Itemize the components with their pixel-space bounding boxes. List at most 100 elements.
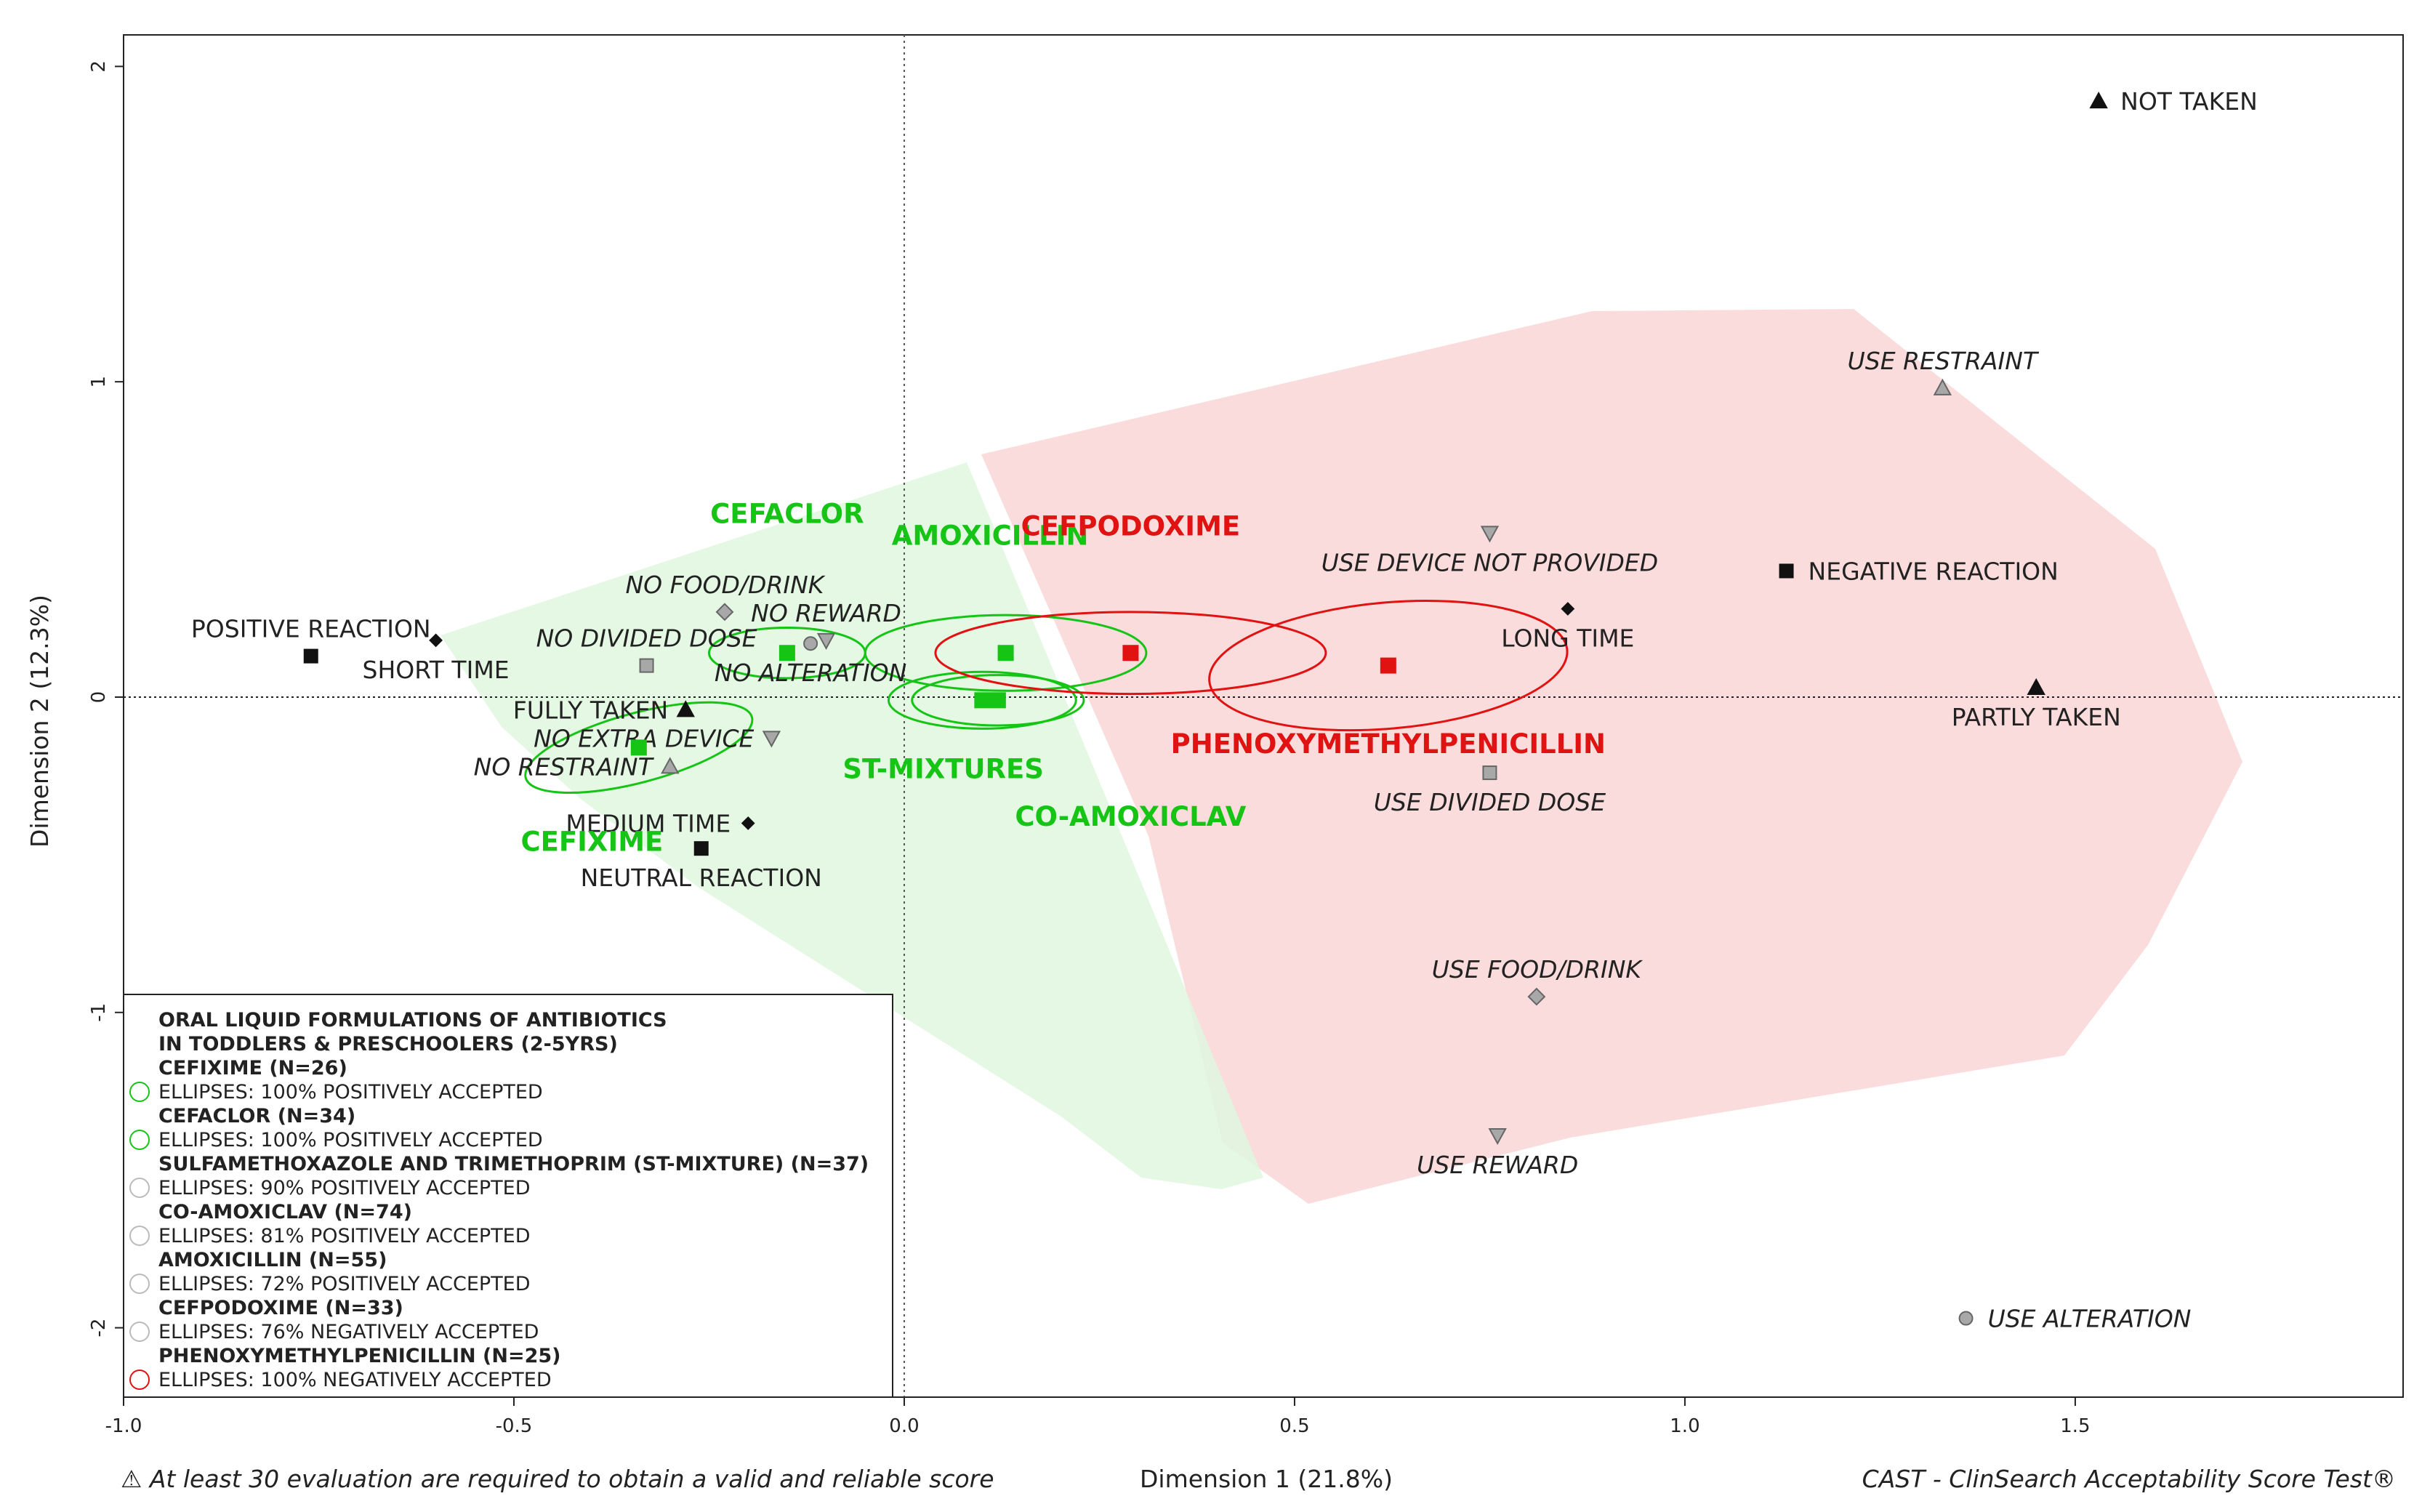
- x-tick-label: 0.0: [889, 1415, 919, 1437]
- category-marker: [661, 757, 680, 774]
- legend-entry-desc: ELLIPSES: 100% NEGATIVELY ACCEPTED: [158, 1369, 552, 1391]
- legend-ellipse-icon: [129, 1370, 150, 1390]
- medicine-ellipse: [524, 701, 754, 795]
- medicine-ellipse: [934, 611, 1327, 696]
- medicine-marker: [1122, 645, 1139, 662]
- category-marker: [303, 648, 318, 664]
- category-marker: [676, 700, 695, 717]
- negative-acceptance-region: [981, 309, 2242, 1204]
- medicine-ellipse: [1208, 600, 1569, 732]
- legend-ellipse-icon: [129, 1130, 150, 1150]
- medicine-points: CEFIXIME CEFACLOR ST-MIXTURES CO-AMOXICLAV A…: [520, 498, 1606, 857]
- category-label: NO DIVIDED DOSE: [536, 624, 757, 653]
- category-marker: [429, 633, 443, 648]
- category-marker: [2027, 677, 2045, 695]
- category-marker: [1527, 987, 1546, 1006]
- legend-title: ORAL LIQUID FORMULATIONS OF ANTIBIOTICS: [158, 1009, 667, 1032]
- plot-frame: [123, 34, 2404, 1398]
- medicine-ellipses: [524, 600, 1569, 795]
- category-label: LONG TIME: [1501, 624, 1634, 653]
- legend-entry-name: CO-AMOXICLAV (N=74): [158, 1201, 412, 1223]
- medicine-label: PHENOXYMETHYLPENICILLIN: [1171, 728, 1606, 760]
- category-marker: [1779, 563, 1794, 579]
- category-marker: [1561, 602, 1575, 616]
- x-tick-label: -0.5: [496, 1415, 533, 1437]
- cast-footnote: CAST - ClinSearch Acceptability Score Te…: [1862, 1465, 2396, 1493]
- category-label: USE ALTERATION: [1988, 1305, 2192, 1333]
- legend-entry-desc: ELLIPSES: 100% POSITIVELY ACCEPTED: [158, 1081, 543, 1103]
- legend-box: [123, 994, 893, 1398]
- category-label: USE RESTRAINT: [1848, 347, 2040, 375]
- category-marker: [693, 841, 709, 856]
- legend-ellipse-icon: [129, 1082, 150, 1102]
- medicine-label: CEFACLOR: [710, 498, 864, 529]
- medicine-label: CEFIXIME: [520, 827, 663, 858]
- y-tick-label: 2: [88, 60, 110, 73]
- legend-ellipse-icon: [129, 1226, 150, 1246]
- medicine-marker: [989, 692, 1006, 709]
- category-marker: [741, 816, 755, 830]
- legend-ellipse-icon: [129, 1322, 150, 1342]
- legend-ellipse-icon: [129, 1178, 150, 1198]
- medicine-label: ST-MIXTURES: [842, 754, 1044, 785]
- medicine-ellipse: [864, 614, 1148, 692]
- medicine-marker: [630, 739, 647, 756]
- legend-ellipse-icon: [129, 1274, 150, 1294]
- legend: ORAL LIQUID FORMULATIONS OF ANTIBIOTICSI…: [123, 994, 893, 1398]
- category-label: NOT TAKEN: [2120, 87, 2258, 116]
- medicine-marker: [1380, 657, 1396, 674]
- category-marker: [639, 658, 654, 673]
- category-label: USE FOOD/DRINK: [1432, 955, 1644, 984]
- category-marker: [762, 731, 781, 748]
- category-marker: [816, 632, 836, 650]
- category-label: FULLY TAKEN: [513, 696, 669, 724]
- y-tick-label: 1: [88, 376, 110, 388]
- category-marker: [803, 636, 818, 651]
- y-tick-label: -1: [88, 1003, 110, 1022]
- category-marker: [2089, 92, 2108, 109]
- medicine-ellipse: [887, 670, 1077, 730]
- acceptability-regions: [440, 309, 2242, 1204]
- x-axis-label: Dimension 1 (21.8%): [1140, 1465, 1393, 1493]
- legend-entry-name: CEFPODOXIME (N=33): [158, 1297, 403, 1319]
- category-marker: [1480, 526, 1500, 543]
- category-label: USE DIVIDED DOSE: [1374, 788, 1606, 816]
- legend-entry-desc: ELLIPSES: 76% NEGATIVELY ACCEPTED: [158, 1321, 539, 1343]
- medicine-ellipse: [911, 674, 1085, 727]
- category-points: NOT TAKEN PARTLY TAKEN FULLY TAKEN NEGATIVE…: [191, 87, 2258, 1332]
- medicine-label: CEFPODOXIME: [1021, 511, 1241, 542]
- medicine-label: AMOXICILLIN: [892, 520, 1089, 552]
- category-label: NO RESTRAINT: [474, 752, 655, 781]
- category-marker: [1933, 378, 1952, 395]
- category-label: SHORT TIME: [363, 656, 510, 684]
- y-axis-label: Dimension 2 (12.3%): [25, 595, 54, 848]
- category-marker: [1958, 1311, 1974, 1326]
- category-label: POSITIVE REACTION: [191, 615, 431, 643]
- category-label: NEUTRAL REACTION: [581, 864, 822, 892]
- x-tick-label: 0.5: [1279, 1415, 1309, 1437]
- legend-entry-desc: ELLIPSES: 90% POSITIVELY ACCEPTED: [158, 1177, 531, 1199]
- x-tick-label: 1.5: [2060, 1415, 2090, 1437]
- medicine-marker: [997, 645, 1014, 662]
- legend-entry-name: PHENOXYMETHYLPENICILLIN (N=25): [158, 1345, 561, 1367]
- footer: ⚠ At least 30 evaluation are required to…: [25, 595, 2396, 1493]
- legend-entry-name: AMOXICILLIN (N=55): [158, 1249, 387, 1271]
- category-marker: [1482, 765, 1497, 781]
- legend-entry-desc: ELLIPSES: 100% POSITIVELY ACCEPTED: [158, 1129, 543, 1151]
- category-label: USE REWARD: [1417, 1151, 1578, 1179]
- legend-title: IN TODDLERS & PRESCHOOLERS (2-5YRS): [158, 1033, 618, 1055]
- category-label: NEGATIVE REACTION: [1809, 557, 2059, 585]
- category-label: NO REWARD: [751, 599, 901, 627]
- legend-entry-desc: ELLIPSES: 81% POSITIVELY ACCEPTED: [158, 1225, 531, 1247]
- category-label: NO FOOD/DRINK: [625, 571, 825, 599]
- category-label: NO ALTERATION: [715, 659, 907, 687]
- positive-acceptance-region: [440, 462, 1263, 1189]
- legend-entry-desc: ELLIPSES: 72% POSITIVELY ACCEPTED: [158, 1273, 531, 1295]
- medicine-marker: [974, 692, 991, 709]
- medicine-label: CO-AMOXICLAV: [1015, 801, 1246, 832]
- x-tick-label: -1.0: [105, 1415, 142, 1437]
- x-tick-label: 1.0: [1670, 1415, 1699, 1437]
- medicine-marker: [778, 645, 795, 662]
- legend-entry-name: SULFAMETHOXAZOLE AND TRIMETHOPRIM (ST-MI…: [158, 1153, 869, 1175]
- legend-entry-name: CEFACLOR (N=34): [158, 1105, 355, 1127]
